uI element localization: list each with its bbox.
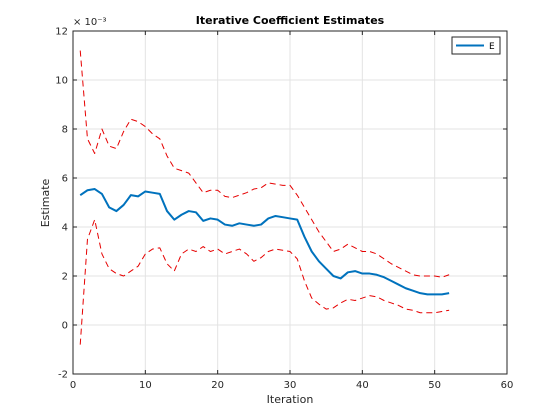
x-tick-label: 40 bbox=[356, 380, 369, 391]
y-axis-exponent: × 10⁻³ bbox=[73, 17, 107, 28]
y-tick-label: 2 bbox=[62, 272, 68, 283]
y-tick-label: 6 bbox=[62, 174, 68, 185]
series-layer bbox=[79, 50, 450, 345]
y-tick-label: 0 bbox=[62, 321, 68, 332]
y-tick-label: 10 bbox=[55, 76, 68, 87]
x-tick-label: 20 bbox=[211, 380, 224, 391]
legend: E bbox=[451, 36, 501, 55]
y-axis-label: Estimate bbox=[39, 178, 52, 227]
series-upper-bound-line bbox=[79, 50, 450, 278]
x-axis-label: Iteration bbox=[267, 393, 314, 406]
x-tick-label: 0 bbox=[70, 380, 76, 391]
y-tick-label: 12 bbox=[55, 27, 68, 38]
grid bbox=[73, 31, 507, 374]
y-tick-label: 8 bbox=[62, 125, 68, 136]
chart-title: Iterative Coefficient Estimates bbox=[196, 14, 385, 27]
series-lower-bound-line bbox=[79, 219, 450, 345]
axes bbox=[72, 30, 508, 375]
x-tick-label: 60 bbox=[501, 380, 514, 391]
x-tick-label: 50 bbox=[428, 380, 441, 391]
y-tick-label: -2 bbox=[58, 370, 68, 381]
x-tick-label: 10 bbox=[139, 380, 152, 391]
series-e-line bbox=[79, 188, 450, 296]
x-tick-label: 30 bbox=[284, 380, 297, 391]
y-tick-label: 4 bbox=[62, 223, 68, 234]
legend-label-e: E bbox=[489, 42, 495, 52]
